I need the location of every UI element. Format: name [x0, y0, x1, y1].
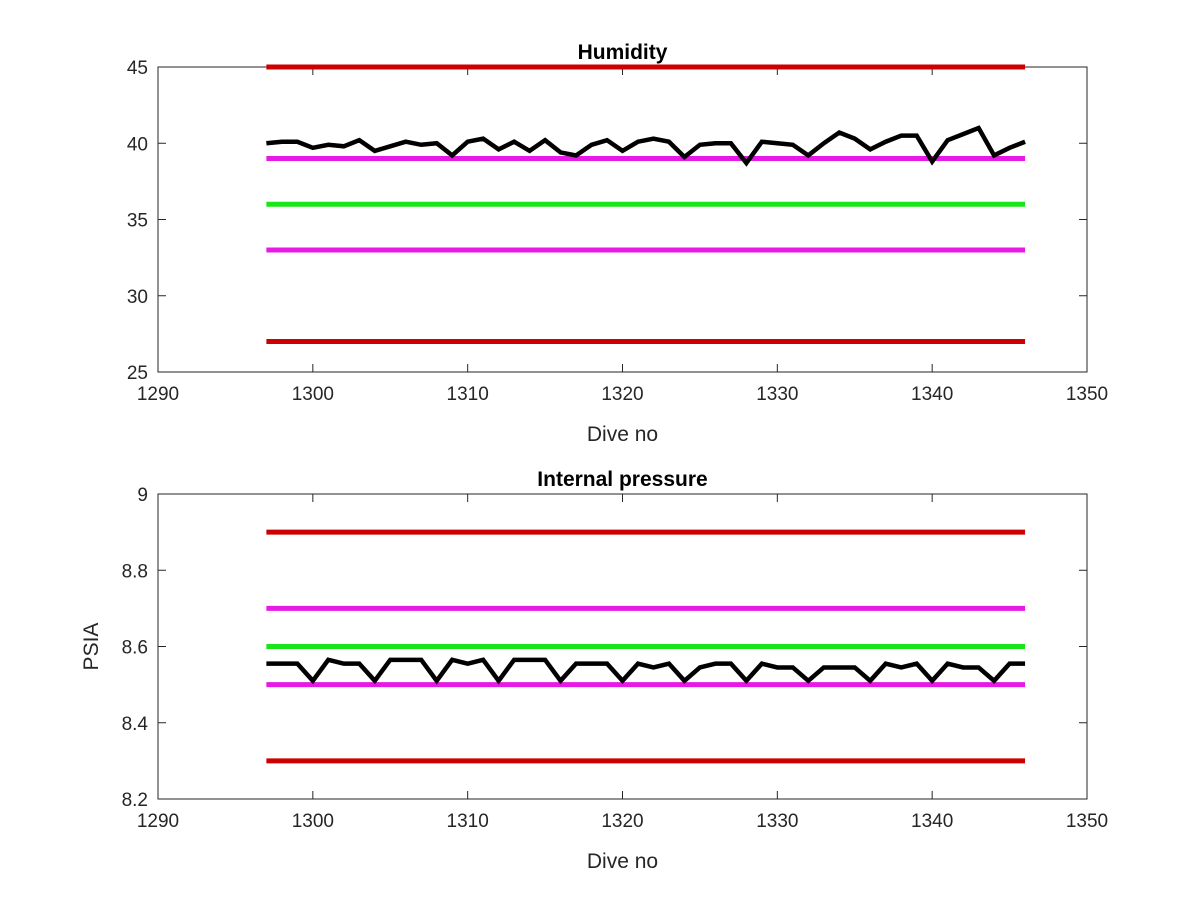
x-tick-label: 1330	[756, 384, 798, 405]
y-axis-label: PSIA	[80, 623, 103, 671]
x-tick-label: 1340	[911, 384, 953, 405]
x-axis-label: Dive no	[587, 850, 658, 873]
y-tick-label: 40	[127, 134, 148, 155]
chart-title: Internal pressure	[537, 468, 707, 491]
data-series-line	[266, 657, 1026, 685]
y-tick-label: 30	[127, 287, 148, 308]
x-tick-label: 1320	[601, 811, 643, 832]
y-tick-label: 9	[137, 485, 148, 506]
x-tick-label: 1350	[1066, 811, 1108, 832]
internal-pressure-plot: 1290 1300 1310 1320 1330 1340 1350 8.2 8.4 8.6 8.8…	[80, 468, 1108, 873]
y-tick-label: 8.6	[122, 638, 148, 659]
axes-box	[157, 66, 1088, 373]
x-axis-label: Dive no	[587, 423, 658, 446]
humidity-plot: 1290 1300 1310 1320 1330 1340 1350 25 30 35 40 45 Hu…	[127, 41, 1108, 446]
x-tick-label: 1330	[756, 811, 798, 832]
y-tick-label: 35	[127, 211, 148, 232]
x-tick-label: 1310	[447, 384, 489, 405]
chart-title: Humidity	[578, 41, 668, 64]
x-tick-label: 1300	[292, 811, 334, 832]
x-tick-label: 1290	[137, 384, 179, 405]
y-tick-label: 45	[127, 58, 148, 79]
x-tick-label: 1300	[292, 384, 334, 405]
data-series-line	[266, 125, 1026, 167]
x-tick-label: 1350	[1066, 384, 1108, 405]
x-tick-label: 1310	[447, 811, 489, 832]
x-tick-label: 1340	[911, 811, 953, 832]
x-tick-label: 1320	[601, 384, 643, 405]
y-tick-label: 8.4	[122, 714, 149, 735]
x-tick-label: 1290	[137, 811, 179, 832]
y-tick-label: 8.2	[122, 790, 148, 811]
y-tick-label: 8.8	[122, 561, 148, 582]
y-tick-label: 25	[127, 363, 148, 384]
